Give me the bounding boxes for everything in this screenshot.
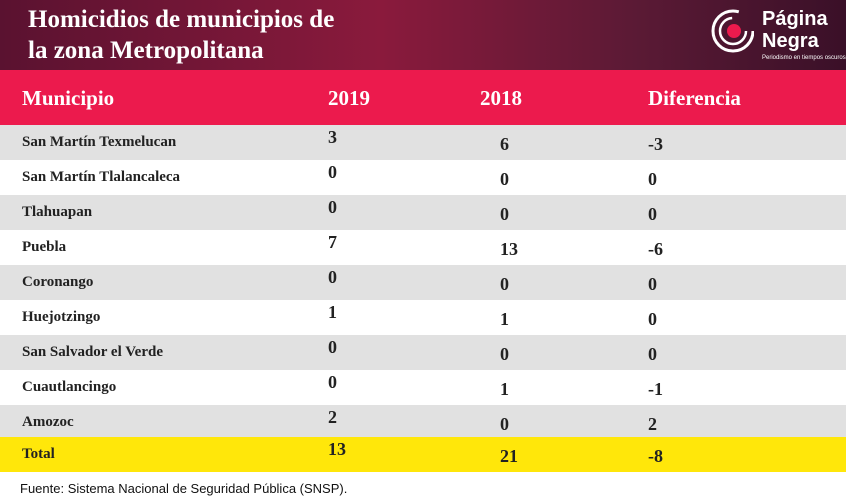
number-cell: 0 [328, 267, 337, 287]
number-cell: 2 [648, 414, 657, 434]
number-cell: 7 [328, 232, 337, 252]
number-cell: 0 [328, 197, 337, 217]
column-header: 2018 [480, 86, 522, 110]
number-cell: 0 [648, 309, 657, 329]
table-row [0, 265, 846, 300]
banner [0, 0, 846, 70]
number-cell: 6 [500, 134, 509, 154]
number-cell: 2 [328, 407, 337, 427]
column-header: Diferencia [648, 86, 741, 110]
number-cell: 0 [500, 204, 509, 224]
source: Fuente: Sistema Nacional de Seguridad Pú… [20, 481, 348, 496]
name-cell: Huejotzingo [22, 309, 101, 325]
name-cell: Coronango [22, 274, 94, 290]
name-cell: San Martín Texmelucan [22, 134, 177, 150]
number-cell: -3 [648, 134, 663, 154]
title-line: la zona Metropolitana [28, 37, 264, 64]
table-row [0, 300, 846, 335]
logo-name: Página Negra [762, 8, 828, 52]
title-line: Homicidios de municipios de [28, 6, 335, 33]
logo-tagline: Periodismo en tiempos oscuros [762, 55, 846, 61]
number-cell: 1 [500, 379, 509, 399]
number-cell: 1 [328, 302, 337, 322]
number-cell: 0 [500, 414, 509, 434]
name-cell: Total [22, 446, 55, 462]
number-cell: -1 [648, 379, 663, 399]
table-row [0, 160, 846, 195]
name-cell: San Salvador el Verde [22, 344, 163, 360]
number-cell: 0 [500, 169, 509, 189]
logo-line: Negra [762, 30, 819, 52]
table-row [0, 335, 846, 370]
number-cell: 0 [500, 344, 509, 364]
name-cell: Tlahuapan [22, 204, 93, 220]
number-cell: 0 [648, 274, 657, 294]
number-cell: 0 [328, 372, 337, 392]
logo-icon [711, 9, 754, 53]
number-cell: 0 [328, 162, 337, 182]
table-row [0, 125, 846, 160]
number-cell: -8 [648, 446, 663, 466]
name-cell: Cuautlancingo [22, 379, 117, 395]
total-row [0, 437, 846, 472]
table-row [0, 230, 846, 265]
name-cell: San Martín Tlalancaleca [22, 169, 181, 185]
table-header [0, 70, 846, 125]
number-cell: 13 [500, 239, 518, 259]
number-cell: 21 [500, 446, 518, 466]
number-cell: 0 [648, 204, 657, 224]
number-cell: 1 [500, 309, 509, 329]
number-cell: 3 [328, 127, 337, 147]
table-row [0, 195, 846, 230]
logo-line: Página [762, 8, 828, 30]
name-cell: Amozoc [22, 414, 74, 430]
number-cell: 0 [500, 274, 509, 294]
number-cell: -6 [648, 239, 663, 259]
number-cell: 0 [648, 344, 657, 364]
table-row [0, 370, 846, 405]
number-cell: 0 [328, 337, 337, 357]
name-cell: Puebla [22, 239, 67, 255]
number-cell: 13 [328, 439, 346, 459]
table-row [0, 405, 846, 440]
column-header: 2019 [328, 86, 370, 110]
column-header: Municipio [22, 86, 115, 110]
number-cell: 0 [648, 169, 657, 189]
